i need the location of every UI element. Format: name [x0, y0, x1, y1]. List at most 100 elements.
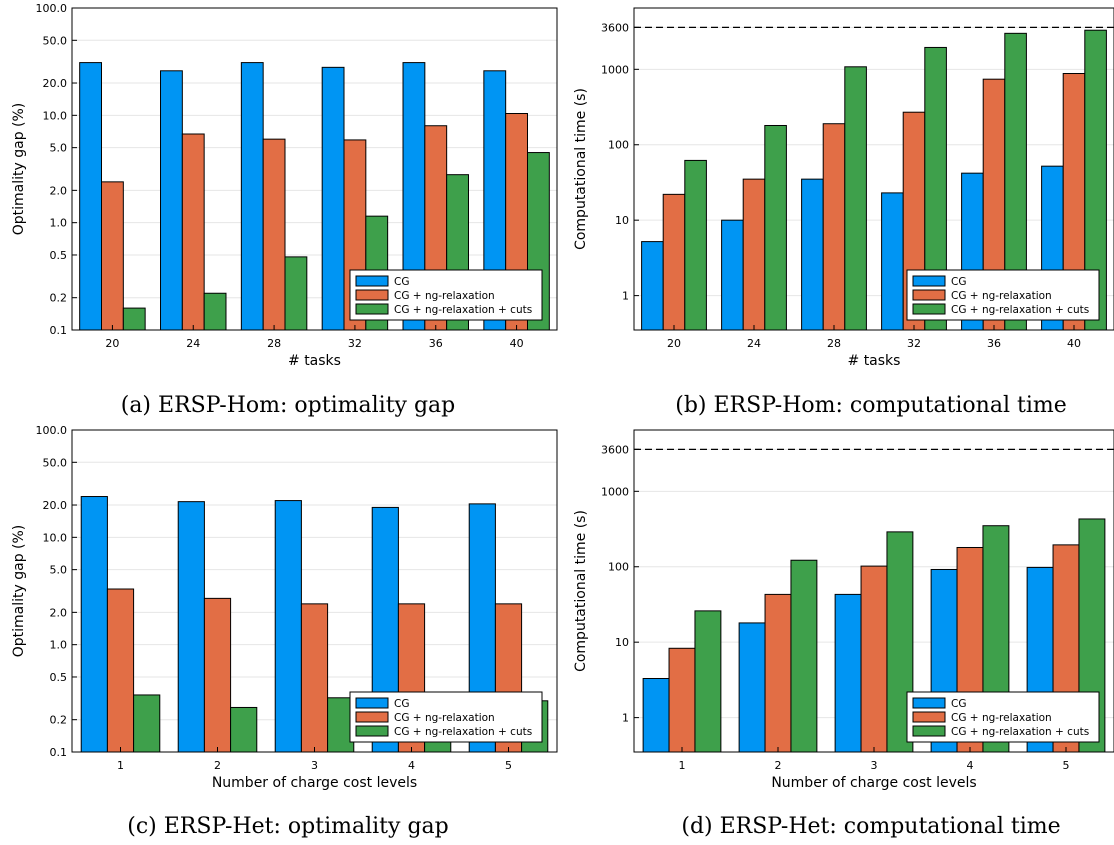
x-tick-label: 36 [429, 337, 443, 350]
legend-swatch [355, 711, 389, 723]
bar [834, 593, 862, 753]
y-tick-label: 1.0 [50, 639, 68, 652]
bar [642, 677, 670, 753]
y-tick-label: 1 [622, 712, 629, 725]
legend-swatch [355, 289, 389, 301]
bar [181, 133, 205, 331]
y-tick-label: 20.0 [43, 499, 68, 512]
y-tick-label: 20.0 [43, 77, 68, 90]
legend: CG CG + ng-relaxation CG + ng-relaxation +… [349, 269, 543, 321]
x-tick-label: 24 [186, 337, 200, 350]
bar [177, 501, 205, 753]
bar [742, 178, 766, 331]
x-tick-label: 28 [267, 337, 281, 350]
bar [101, 181, 124, 331]
bar [203, 292, 227, 331]
y-tick-label: 3600 [601, 21, 629, 34]
figure-caption: (a) ERSP-Hom: optimality gap [121, 393, 456, 418]
legend-entry: CG + ng-relaxation [951, 712, 1052, 724]
y-tick-label: 10.0 [43, 109, 68, 122]
bar [133, 694, 161, 753]
x-tick-label: 40 [510, 337, 524, 350]
x-tick-label: 5 [1063, 759, 1070, 772]
y-tick-label: 0.5 [50, 671, 68, 684]
legend-entry: CG [394, 276, 409, 288]
legend: CG CG + ng-relaxation CG + ng-relaxation +… [906, 691, 1100, 743]
x-tick-label: 2 [214, 759, 221, 772]
x-axis-label: Number of charge cost levels [771, 775, 976, 791]
y-tick-label: 1000 [601, 63, 629, 76]
legend-entry: CG [394, 698, 409, 710]
bar [262, 138, 286, 331]
chart-b: 1 10 100 1000 3600 20 24 28 32 36 40 # tasks Computa… [573, 7, 1114, 418]
y-tick-label: 5.0 [50, 142, 68, 155]
x-tick-label: 32 [907, 337, 921, 350]
y-tick-label: 100.0 [36, 2, 68, 15]
figure-caption: (b) ERSP-Hom: computational time [675, 393, 1067, 418]
bar [721, 219, 744, 331]
y-tick-label: 0.2 [50, 714, 68, 727]
legend: CG CG + ng-relaxation CG + ng-relaxation +… [349, 691, 543, 743]
legend-swatch [912, 275, 946, 287]
chart-c: 0.1 0.2 0.5 1.0 2.0 5.0 10.0 20.0 50.0 100.0 1 2 3 4 5… [11, 424, 558, 839]
y-tick-label: 1000 [601, 485, 629, 498]
bar [881, 192, 904, 331]
legend-swatch [912, 289, 946, 301]
x-tick-label: 1 [117, 759, 124, 772]
y-axis-label: Optimality gap (%) [11, 525, 27, 658]
legend-entry: CG [951, 276, 966, 288]
legend-entry: CG + ng-relaxation [951, 290, 1052, 302]
bar [822, 123, 846, 331]
y-tick-label: 3600 [601, 443, 629, 456]
y-tick-label: 10 [615, 636, 629, 649]
x-tick-label: 3 [871, 759, 878, 772]
y-tick-label: 0.1 [50, 324, 68, 337]
bar [764, 124, 787, 331]
bar [694, 610, 722, 753]
y-tick-label: 5.0 [50, 564, 68, 577]
legend-swatch [355, 275, 389, 287]
legend-swatch [912, 697, 946, 709]
x-tick-label: 2 [775, 759, 782, 772]
bar [738, 622, 766, 753]
x-tick-label: 40 [1067, 337, 1081, 350]
bar [79, 62, 103, 331]
y-axis-label: Computational time (s) [573, 510, 589, 672]
y-tick-label: 50.0 [43, 34, 68, 47]
y-axis-label: Optimality gap (%) [11, 103, 27, 236]
bar [844, 66, 867, 331]
x-axis-label: # tasks [848, 353, 901, 369]
plot-frame [71, 429, 558, 753]
bar [684, 159, 707, 331]
x-tick-label: 3 [311, 759, 318, 772]
y-tick-label: 1.0 [50, 217, 68, 230]
legend: CG CG + ng-relaxation CG + ng-relaxation +… [906, 269, 1100, 321]
legend-entry: CG + ng-relaxation [394, 712, 495, 724]
y-axis-label: Computational time (s) [573, 88, 589, 250]
chart-a: 0.1 0.2 0.5 1.0 2.0 5.0 10.0 20.0 50.0 100.0 20 24 2… [11, 2, 558, 418]
bar [641, 241, 664, 331]
x-tick-label: 32 [348, 337, 362, 350]
x-tick-label: 5 [505, 759, 512, 772]
bar [300, 603, 329, 753]
legend-entry: CG [951, 698, 966, 710]
legend-swatch [355, 303, 389, 315]
bar [160, 70, 183, 331]
x-tick-label: 1 [679, 759, 686, 772]
bar [240, 62, 264, 331]
y-tick-label: 50.0 [43, 456, 68, 469]
x-tick-label: 36 [987, 337, 1001, 350]
y-tick-label: 0.2 [50, 292, 68, 305]
figure-caption: (c) ERSP-Het: optimality gap [127, 814, 448, 839]
bar [274, 500, 302, 753]
bar [284, 256, 308, 331]
x-tick-label: 4 [408, 759, 415, 772]
legend-entry: CG + ng-relaxation + cuts [394, 726, 532, 738]
bar [80, 496, 108, 753]
legend-swatch [912, 711, 946, 723]
y-tick-label: 100 [608, 561, 629, 574]
bar [203, 597, 232, 753]
legend-swatch [355, 697, 389, 709]
bar [230, 706, 258, 753]
